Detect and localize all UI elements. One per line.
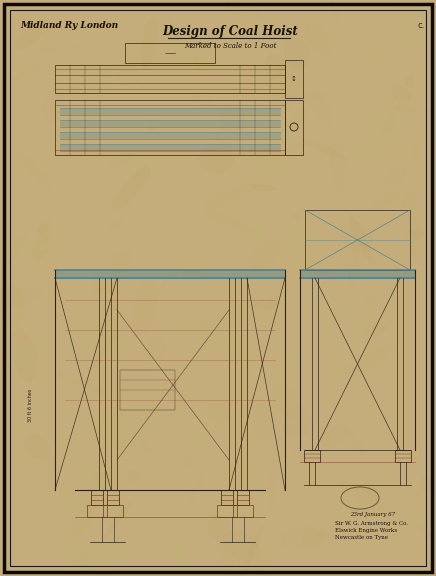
Text: 30 ft 6 inches: 30 ft 6 inches [27,388,33,422]
Bar [395,450,411,462]
Bar [91,490,103,505]
Bar [60,108,280,115]
Text: Newcastle on Tyne: Newcastle on Tyne [335,535,388,540]
Bar [125,43,215,63]
Text: c.: c. [418,21,425,30]
Bar [55,65,285,93]
Bar [304,450,320,462]
Text: 23rd January 67: 23rd January 67 [350,512,395,517]
Text: Design of Coal Hoist: Design of Coal Hoist [162,25,298,38]
Text: Midland Ry London: Midland Ry London [20,21,118,30]
Bar [285,100,303,155]
Bar [221,490,233,505]
Bar [300,270,415,278]
Bar [60,120,280,127]
Bar [55,100,285,155]
Bar [233,505,253,517]
Text: Marked to Scale to 1 Foot: Marked to Scale to 1 Foot [184,42,276,50]
Bar [60,132,280,139]
Bar [107,490,119,505]
Bar [60,144,280,151]
Text: Sir W. G. Armstrong & Co.: Sir W. G. Armstrong & Co. [335,521,408,526]
Bar [120,370,175,410]
Bar [87,505,107,517]
Bar [305,210,410,270]
Bar [285,60,303,98]
Text: Elswick Engine Works: Elswick Engine Works [335,528,397,533]
Bar [55,270,285,278]
Text: ↕: ↕ [291,76,297,82]
Bar [103,505,123,517]
Bar [217,505,237,517]
Bar [237,490,249,505]
